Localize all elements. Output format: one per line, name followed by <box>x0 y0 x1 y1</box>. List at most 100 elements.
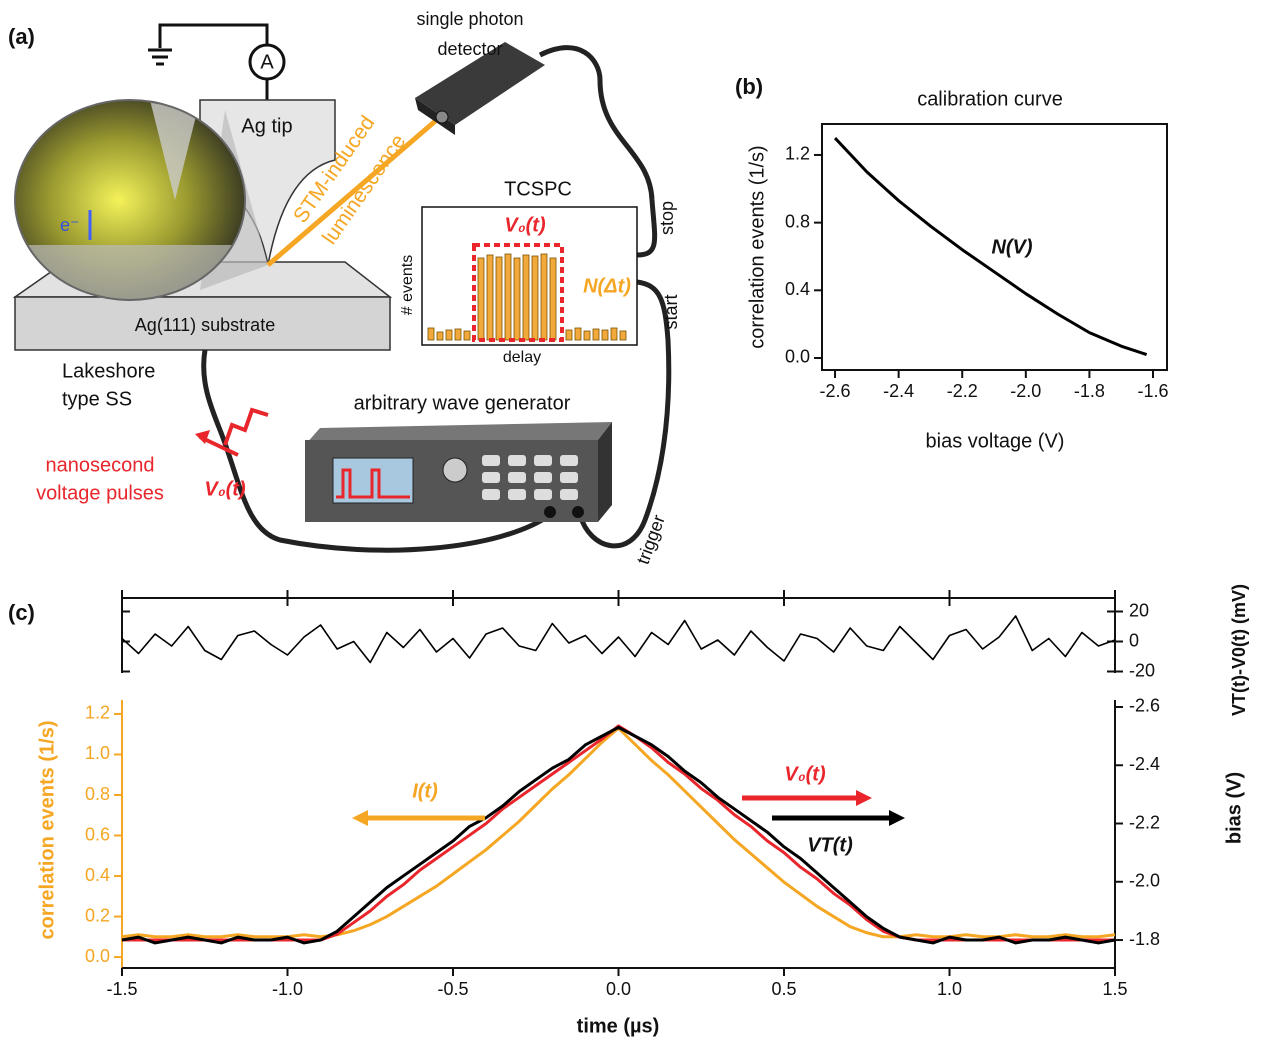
y-axis-label: VT(t)-V0(t) (mV) <box>1229 584 1249 716</box>
inset <box>15 100 245 300</box>
pulse-text: nanosecond <box>46 454 155 476</box>
knob <box>442 457 468 483</box>
diagram: (a) single photon detector A Ag tip e⁻ S… <box>8 9 681 567</box>
pulse-label: V₀(t) <box>204 478 246 500</box>
y-tick-label: 0.4 <box>85 865 110 885</box>
inset-border <box>14 99 246 301</box>
series-label: N(V) <box>991 236 1032 258</box>
pulse-arrowhead <box>195 430 210 444</box>
y-axis-label: correlation events (1/s) <box>36 721 58 940</box>
legend-label: I(t) <box>412 780 438 802</box>
detector-face <box>415 98 455 135</box>
wire-label: type SS <box>62 388 132 410</box>
generator-side <box>598 422 612 522</box>
y-tick-label: 0.8 <box>785 211 810 231</box>
plot-frame <box>821 123 1168 371</box>
y-axis-label: correlation events (1/s) <box>746 145 768 348</box>
series-line <box>833 137 1148 357</box>
legend-arrowhead <box>889 810 905 826</box>
panel-label: (b) <box>735 74 763 99</box>
tcspc-ylabel: # events <box>399 255 416 315</box>
x-tick-label: -1.6 <box>1137 381 1168 401</box>
y-tick-label: 0.2 <box>85 905 110 925</box>
y2-tick-label: -2.2 <box>1129 812 1160 832</box>
x-tick-label: -0.5 <box>437 979 468 999</box>
y-tick-label: 1.2 <box>785 144 810 164</box>
cable-label: start <box>661 294 681 329</box>
substrate-label: Ag(111) substrate <box>135 315 275 335</box>
y2-tick-label: -1.8 <box>1129 929 1160 949</box>
tcspc-xlabel: delay <box>503 349 541 366</box>
panel-label: (c) <box>8 600 35 625</box>
detector-label: detector <box>437 39 502 59</box>
pulse-text: voltage pulses <box>36 482 164 504</box>
y2-tick-label: -2.6 <box>1129 696 1160 716</box>
x-tick-label: 0.0 <box>606 979 631 999</box>
x-tick-label: 1.0 <box>937 979 962 999</box>
chart-title: calibration curve <box>917 88 1063 110</box>
x-tick-label: -1.0 <box>272 979 303 999</box>
series-line <box>121 725 1116 945</box>
pulse-symbol <box>223 407 269 446</box>
pulse-window <box>472 243 564 342</box>
series-line <box>121 615 1116 664</box>
trigger-cable <box>577 279 672 549</box>
x-tick-label: -2.6 <box>820 381 851 401</box>
pulse-cable <box>201 349 552 553</box>
tcspc-count: N(Δt) <box>583 275 631 297</box>
detector-window <box>435 110 449 124</box>
light-beam <box>266 115 442 267</box>
cable-label: stop <box>657 201 677 235</box>
series-line <box>122 724 1115 942</box>
y-tick-label: 0.0 <box>85 946 110 966</box>
x-tick-label: -2.0 <box>1010 381 1041 401</box>
tcspc-box <box>421 206 638 346</box>
legend-label: V₀(t) <box>784 763 826 785</box>
connector <box>544 506 556 518</box>
electron-label: e⁻ <box>60 215 80 235</box>
y-tick-label: 0.0 <box>785 347 810 367</box>
wire-label: Lakeshore <box>62 360 155 382</box>
stop-cable <box>538 45 658 258</box>
x-tick-label: -1.8 <box>1074 381 1105 401</box>
buttons <box>482 455 578 500</box>
y-tick-label: 0 <box>1129 630 1139 650</box>
y-tick-label: 0.8 <box>85 784 110 804</box>
x-axis-label: bias voltage (V) <box>926 430 1065 452</box>
generator-top <box>305 422 612 445</box>
x-tick-label: -2.4 <box>883 381 914 401</box>
y-tick-label: 1.0 <box>85 743 110 763</box>
x-axis-label: time (µs) <box>577 1015 660 1037</box>
tcspc-title: TCSPC <box>504 178 572 200</box>
screen-pulse <box>336 468 410 499</box>
y-tick-label: 1.2 <box>85 703 110 723</box>
wire <box>158 23 269 48</box>
histogram <box>427 253 627 341</box>
y-tick-label: 0.4 <box>785 279 810 299</box>
y2-axis-label: bias (V) <box>1223 772 1245 844</box>
legend-arrowhead <box>352 810 368 826</box>
x-tick-label: 0.5 <box>771 979 796 999</box>
y2-tick-label: -2.0 <box>1129 871 1160 891</box>
tip-label: Ag tip <box>241 115 292 137</box>
cable-label: trigger <box>633 512 669 567</box>
legend-label: VT(t) <box>807 834 853 856</box>
panel-label: (a) <box>8 24 35 49</box>
x-tick-label: -2.2 <box>947 381 978 401</box>
ammeter-label: A <box>260 51 274 73</box>
y-tick-label: 0.6 <box>85 824 110 844</box>
tcspc-pulse: V₀(t) <box>504 214 546 236</box>
y-tick-label: 20 <box>1129 600 1149 620</box>
connector <box>572 506 584 518</box>
x-tick-label: 1.5 <box>1102 979 1127 999</box>
legend-arrowhead <box>856 790 872 806</box>
y2-tick-label: -2.4 <box>1129 754 1160 774</box>
x-tick-label: -1.5 <box>106 979 137 999</box>
generator-label: arbitrary wave generator <box>354 392 571 414</box>
substrate <box>14 296 391 351</box>
detector-label: single photon <box>416 9 523 29</box>
detector <box>415 42 545 125</box>
series-line <box>121 726 1116 939</box>
y-tick-label: -20 <box>1129 660 1155 680</box>
